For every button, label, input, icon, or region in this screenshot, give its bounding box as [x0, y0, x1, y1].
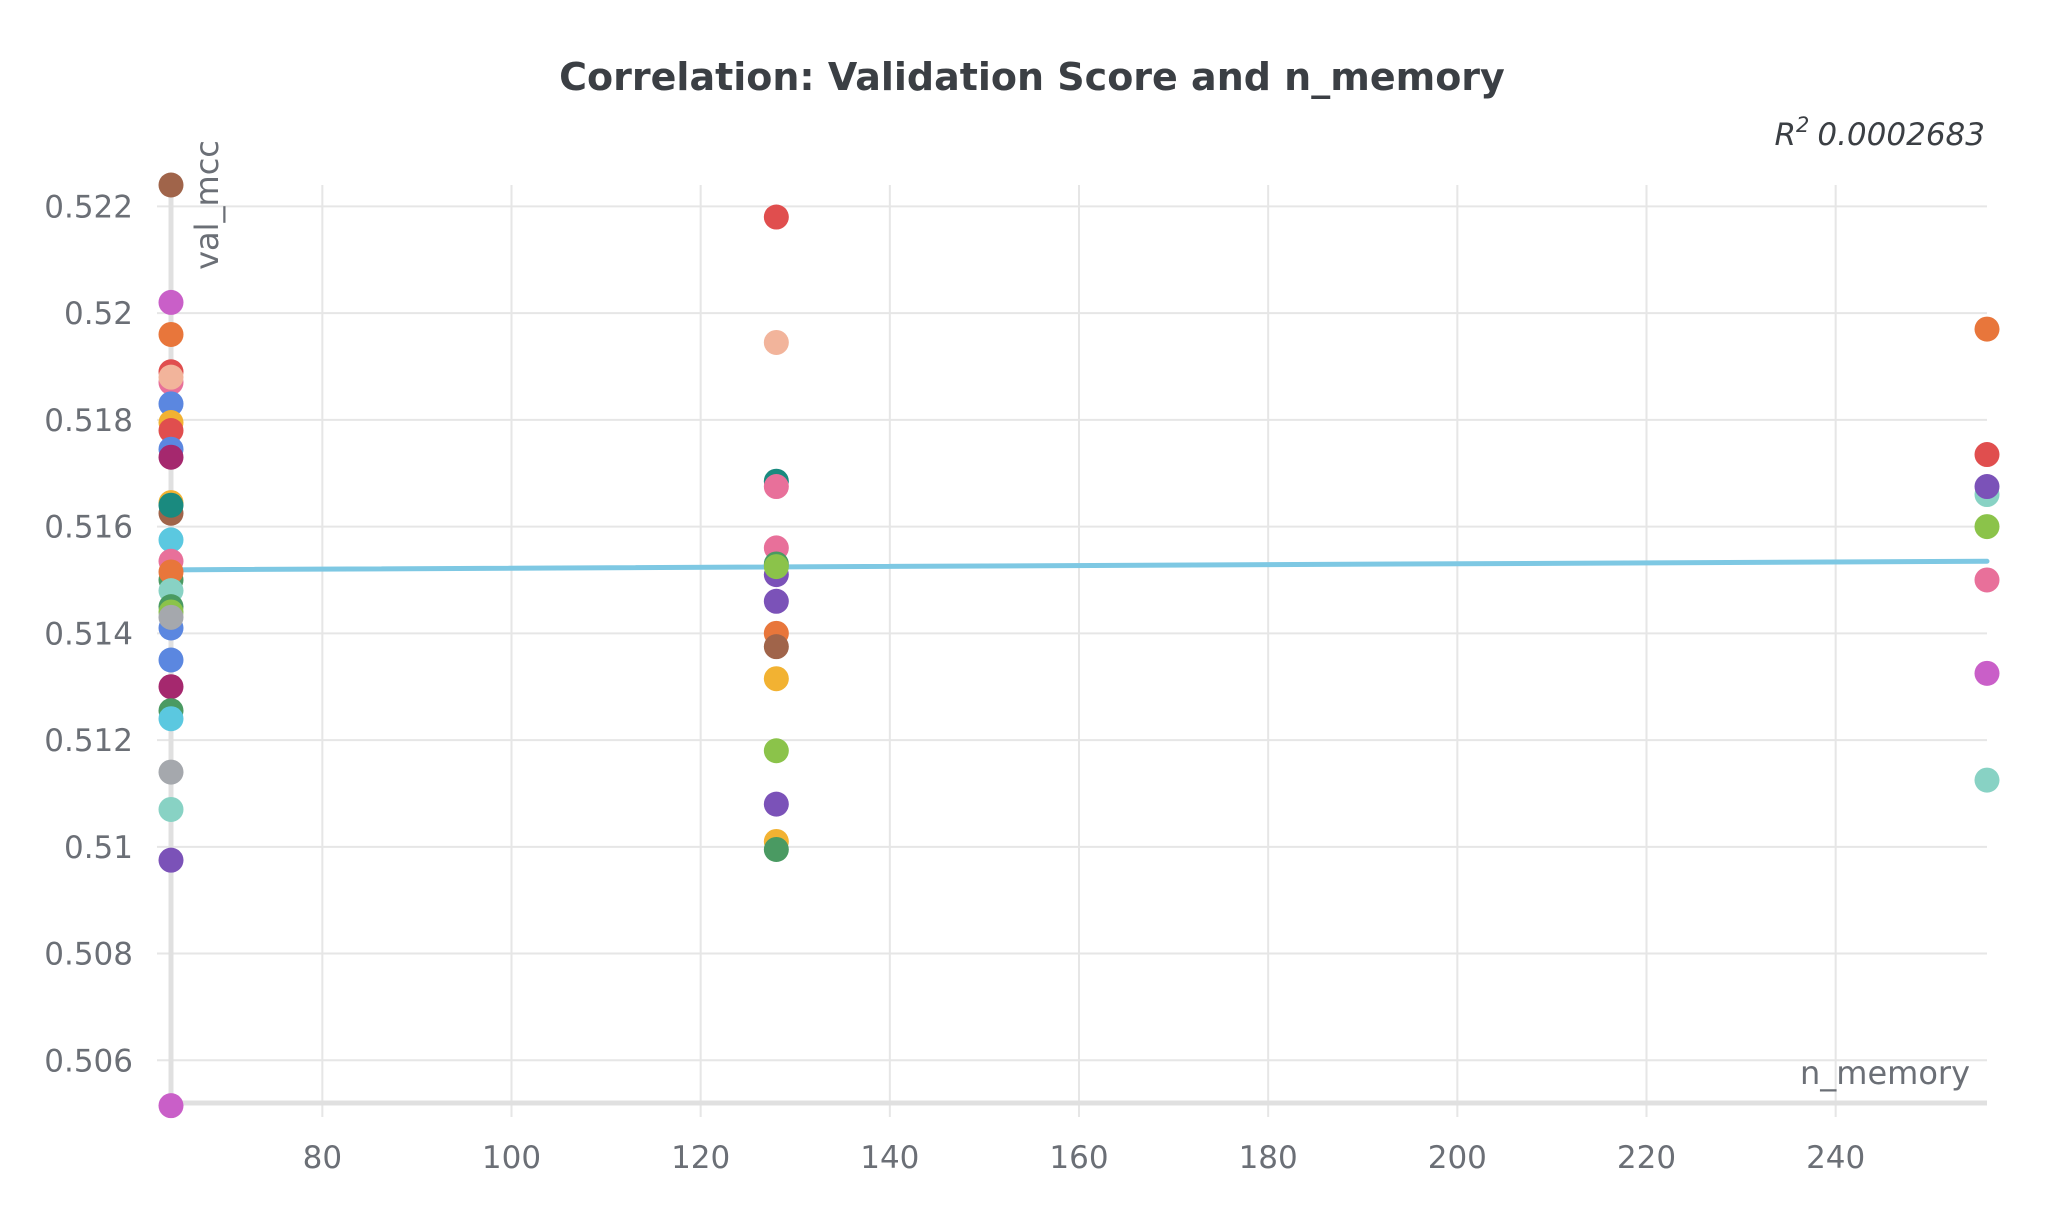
- data-point-6: [158, 391, 184, 417]
- data-point-32: [763, 329, 789, 355]
- data-point-46: [763, 836, 789, 862]
- y-tick-label: 0.508: [44, 937, 133, 973]
- y-tick-label: 0.506: [44, 1043, 133, 1079]
- x-tick-label: 240: [1806, 1140, 1865, 1176]
- data-point-34: [763, 474, 789, 500]
- data-point-14: [158, 527, 184, 553]
- x-tick-label: 120: [671, 1140, 730, 1176]
- tick-labels: 0.506 0.508 0.51 0.512 0.514 0.516 0.518 0.52 0.…: [44, 189, 1865, 1176]
- x-axis-label: n_memory: [1800, 1054, 1970, 1092]
- data-point-50: [1974, 474, 2000, 500]
- r-squared-superscript: 2: [1796, 113, 1809, 137]
- data-point-23: [158, 647, 184, 673]
- data-point-0: [158, 172, 184, 198]
- data-point-13: [158, 492, 184, 518]
- r-squared-symbol: R: [1774, 117, 1796, 153]
- x-tick-label: 140: [860, 1140, 919, 1176]
- data-point-29: [158, 847, 184, 873]
- chart-title: Correlation: Validation Score and n_memo…: [559, 55, 1505, 99]
- data-point-41: [763, 634, 789, 660]
- data-point-10: [158, 444, 184, 470]
- data-point-17: [158, 559, 184, 585]
- data-point-28: [158, 796, 184, 822]
- data-points: [158, 172, 2000, 1119]
- data-point-48: [1974, 442, 2000, 468]
- y-tick-label: 0.512: [44, 723, 133, 759]
- data-point-44: [763, 791, 789, 817]
- y-tick-label: 0.518: [44, 403, 133, 439]
- data-point-52: [1974, 567, 2000, 593]
- y-tick-label: 0.51: [64, 830, 133, 866]
- trend-line: [168, 558, 1990, 573]
- x-tick-label: 100: [482, 1140, 541, 1176]
- data-point-2: [158, 321, 184, 347]
- y-tick-label: 0.516: [44, 510, 133, 546]
- x-tick-label: 200: [1428, 1140, 1487, 1176]
- r-squared-value: 0.0002683: [1817, 117, 1985, 153]
- data-point-27: [158, 759, 184, 785]
- y-tick-label: 0.514: [44, 616, 133, 652]
- data-point-53: [1974, 660, 2000, 686]
- data-point-30: [158, 1093, 184, 1119]
- x-tick-label: 80: [303, 1140, 342, 1176]
- y-tick-label: 0.52: [64, 296, 133, 332]
- x-tick-label: 160: [1049, 1140, 1108, 1176]
- data-point-38: [763, 554, 789, 580]
- data-point-51: [1974, 514, 2000, 540]
- data-point-31: [763, 204, 789, 230]
- y-axis-label: val_mcc: [188, 140, 226, 270]
- data-point-47: [1974, 316, 2000, 342]
- r-squared-annotation: R2 0.0002683: [1774, 113, 1985, 153]
- data-point-43: [763, 738, 789, 764]
- x-tick-label: 180: [1239, 1140, 1298, 1176]
- data-point-54: [1974, 767, 2000, 793]
- data-point-42: [763, 666, 789, 692]
- data-point-8: [158, 418, 184, 444]
- y-tick-label: 0.522: [44, 189, 133, 225]
- data-point-39: [763, 588, 789, 614]
- data-point-1: [158, 289, 184, 315]
- data-point-5: [158, 364, 184, 390]
- data-point-24: [158, 674, 184, 700]
- x-tick-label: 220: [1617, 1140, 1676, 1176]
- grid-lines: [157, 185, 1987, 1117]
- data-point-22: [158, 604, 184, 630]
- data-point-26: [158, 706, 184, 732]
